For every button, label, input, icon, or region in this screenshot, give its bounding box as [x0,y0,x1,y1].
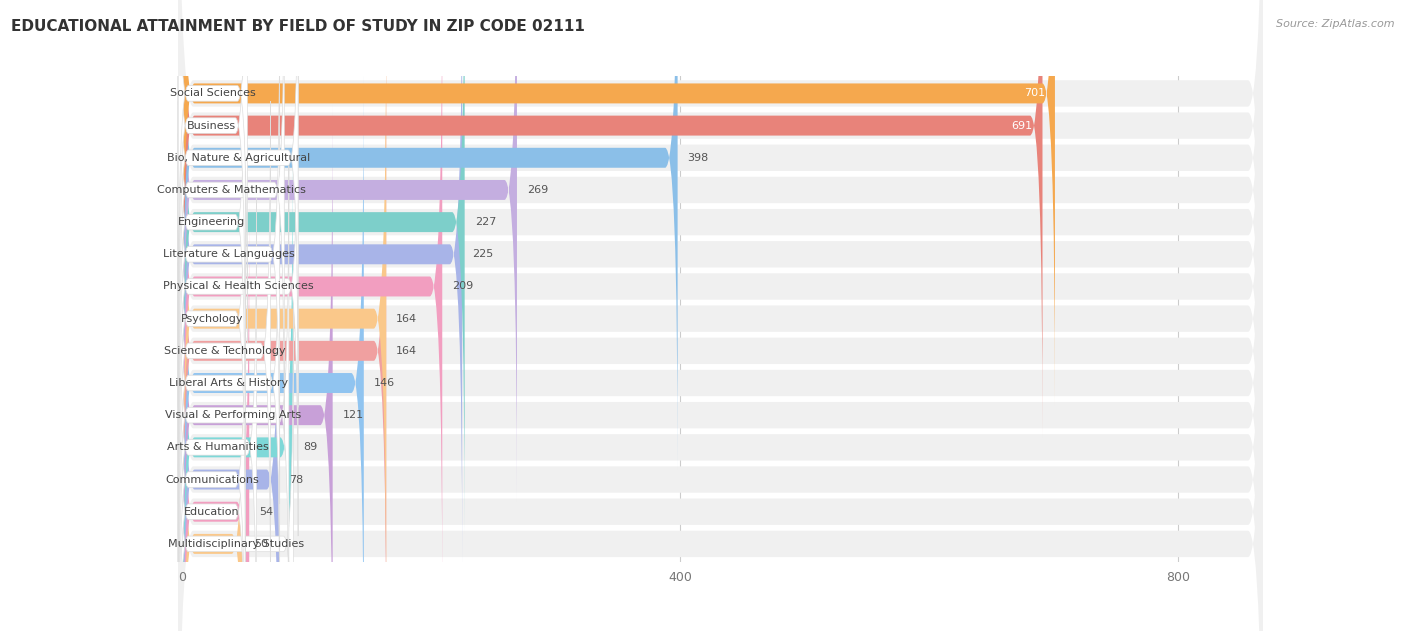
Text: 227: 227 [475,217,496,227]
FancyBboxPatch shape [179,230,245,631]
FancyBboxPatch shape [181,136,292,631]
FancyBboxPatch shape [179,101,270,601]
Text: Science & Technology: Science & Technology [163,346,285,356]
FancyBboxPatch shape [181,232,245,631]
Text: Literature & Languages: Literature & Languages [163,249,295,259]
FancyBboxPatch shape [179,69,245,569]
FancyBboxPatch shape [179,0,1263,631]
Text: Communications: Communications [165,475,259,485]
Text: Liberal Arts & History: Liberal Arts & History [169,378,288,388]
Text: Multidisciplinary Studies: Multidisciplinary Studies [167,539,304,549]
Text: 701: 701 [1024,88,1045,98]
FancyBboxPatch shape [181,0,678,469]
FancyBboxPatch shape [181,168,280,631]
Text: Computers & Mathematics: Computers & Mathematics [157,185,305,195]
FancyBboxPatch shape [181,0,1042,437]
Text: Physical & Health Sciences: Physical & Health Sciences [163,281,314,292]
FancyBboxPatch shape [179,0,1263,627]
FancyBboxPatch shape [179,0,245,472]
Text: 54: 54 [259,507,273,517]
FancyBboxPatch shape [179,0,1263,466]
Text: 146: 146 [374,378,395,388]
FancyBboxPatch shape [179,0,1263,498]
FancyBboxPatch shape [179,10,1263,631]
FancyBboxPatch shape [179,42,1263,631]
FancyBboxPatch shape [179,37,298,536]
Text: Bio, Nature & Agricultural: Bio, Nature & Agricultural [166,153,309,163]
FancyBboxPatch shape [179,107,1263,631]
FancyBboxPatch shape [181,0,517,502]
Text: 209: 209 [453,281,474,292]
FancyBboxPatch shape [179,133,280,631]
FancyBboxPatch shape [181,71,364,631]
FancyBboxPatch shape [179,0,298,408]
Text: 50: 50 [254,539,269,549]
FancyBboxPatch shape [179,171,1263,631]
Text: Engineering: Engineering [179,217,246,227]
FancyBboxPatch shape [181,0,1054,405]
Text: Arts & Humanities: Arts & Humanities [166,442,269,452]
FancyBboxPatch shape [181,0,464,534]
FancyBboxPatch shape [179,262,245,631]
FancyBboxPatch shape [181,7,387,630]
FancyBboxPatch shape [179,0,247,343]
FancyBboxPatch shape [179,0,284,440]
Text: Social Sciences: Social Sciences [170,88,256,98]
FancyBboxPatch shape [179,139,1263,631]
FancyBboxPatch shape [179,0,1263,563]
Text: Education: Education [184,507,239,517]
Text: Business: Business [187,121,236,131]
Text: 78: 78 [290,475,304,485]
Text: 691: 691 [1011,121,1032,131]
FancyBboxPatch shape [179,74,1263,631]
FancyBboxPatch shape [179,0,1263,595]
Text: 164: 164 [396,314,418,324]
Text: Visual & Performing Arts: Visual & Performing Arts [166,410,302,420]
FancyBboxPatch shape [181,200,249,631]
Text: EDUCATIONAL ATTAINMENT BY FIELD OF STUDY IN ZIP CODE 02111: EDUCATIONAL ATTAINMENT BY FIELD OF STUDY… [11,19,585,34]
Text: 89: 89 [302,442,316,452]
FancyBboxPatch shape [179,0,1263,631]
FancyBboxPatch shape [179,0,245,375]
Text: 164: 164 [396,346,418,356]
FancyBboxPatch shape [181,103,333,631]
FancyBboxPatch shape [179,0,1263,631]
FancyBboxPatch shape [179,294,294,631]
Text: 398: 398 [688,153,709,163]
FancyBboxPatch shape [181,39,387,631]
FancyBboxPatch shape [181,0,443,598]
FancyBboxPatch shape [179,198,257,631]
FancyBboxPatch shape [179,165,288,631]
FancyBboxPatch shape [181,0,463,566]
Text: 225: 225 [472,249,494,259]
FancyBboxPatch shape [179,0,1263,531]
FancyBboxPatch shape [179,4,280,504]
Text: Psychology: Psychology [180,314,243,324]
Text: 121: 121 [343,410,364,420]
Text: 269: 269 [527,185,548,195]
Text: Source: ZipAtlas.com: Source: ZipAtlas.com [1277,19,1395,29]
